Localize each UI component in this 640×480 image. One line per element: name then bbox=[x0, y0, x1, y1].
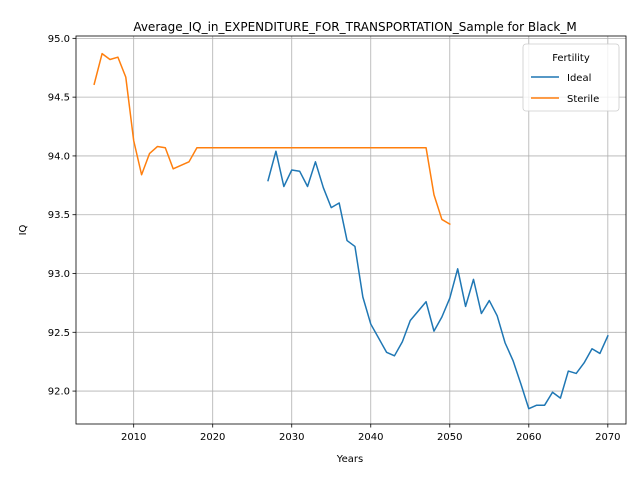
y-tick-label: 93.5 bbox=[48, 210, 70, 221]
legend: Fertility Ideal Sterile bbox=[522, 43, 620, 112]
y-tick-label: 94.5 bbox=[48, 93, 70, 104]
legend-title: Fertility bbox=[552, 53, 590, 64]
legend-label-ideal: Ideal bbox=[567, 73, 591, 84]
axes: 2010 2020 2030 2040 2050 2060 2070 92.0 92.5 93.0… bbox=[48, 34, 627, 443]
x-tick-label: 2050 bbox=[437, 432, 462, 443]
y-axis-label: IQ bbox=[18, 224, 29, 235]
x-tick-label: 2030 bbox=[279, 432, 304, 443]
x-tick-label: 2040 bbox=[358, 432, 383, 443]
x-tick-label: 2020 bbox=[200, 432, 225, 443]
y-tick-label: 92.0 bbox=[48, 387, 70, 398]
series-layer bbox=[93, 52, 609, 410]
x-axis-label: Years bbox=[336, 454, 363, 465]
y-tick-label: 95.0 bbox=[48, 34, 70, 45]
x-tick-label: 2010 bbox=[121, 432, 146, 443]
series-line-sterile bbox=[93, 52, 451, 226]
legend-box bbox=[522, 43, 620, 112]
y-tick-label: 92.5 bbox=[48, 328, 70, 339]
chart-title: Average_IQ_in_EXPENDITURE_FOR_TRANSPORTA… bbox=[133, 20, 576, 34]
plot-frame bbox=[75, 35, 627, 425]
x-tick-label: 2060 bbox=[516, 432, 541, 443]
series-line-ideal bbox=[267, 150, 609, 410]
y-tick-label: 93.0 bbox=[48, 269, 70, 280]
legend-label-sterile: Sterile bbox=[567, 94, 599, 105]
x-tick-label: 2070 bbox=[595, 432, 620, 443]
y-tick-label: 94.0 bbox=[48, 151, 70, 162]
